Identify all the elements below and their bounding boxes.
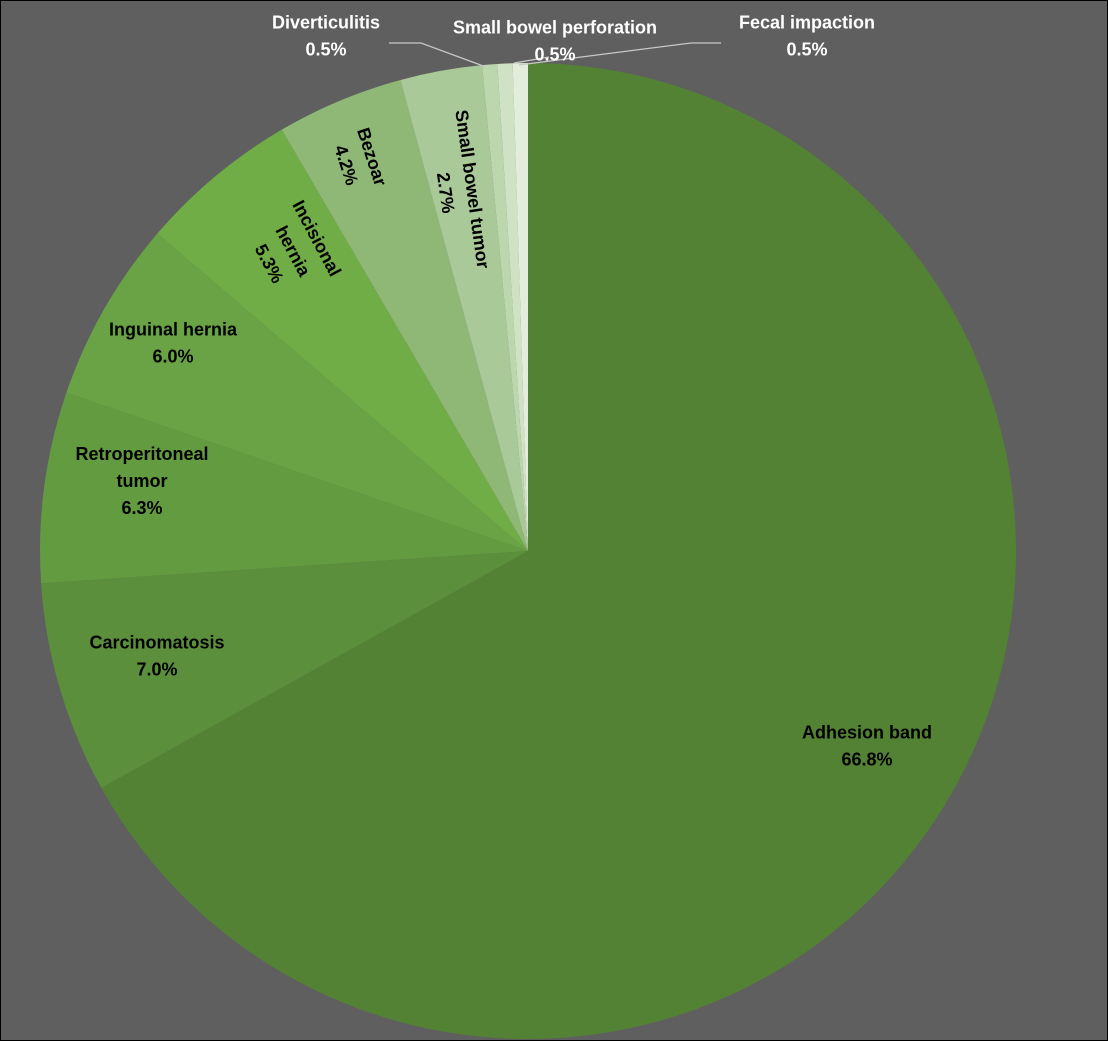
slice-name-line: Small bowel perforation	[453, 18, 657, 38]
slice-label-small-bowel-perforation: Small bowel perforation 0.5%	[453, 18, 657, 65]
pie-slice-inguinal-hernia	[66, 233, 528, 552]
slice-percent: 0.5%	[534, 45, 575, 65]
slice-name-line: Inguinal hernia	[109, 320, 238, 340]
leader-line-diverticulitis	[389, 42, 487, 68]
pie-slice-small-bowel-tumor	[400, 65, 528, 552]
data-label-inguinal-hernia: Inguinal hernia 6.0%	[109, 320, 238, 367]
data-label-retroperitoneal-tumor: Retroperitoneal tumor 6.3%	[75, 444, 208, 518]
slice-percent: 6.0%	[152, 347, 193, 367]
slice-percent: 0.5%	[786, 40, 827, 60]
data-label-fecal-impaction: Fecal impaction 0.5%	[739, 13, 875, 60]
pie-slice-bezoar	[281, 79, 528, 552]
pie-slice-small-bowel-perforation	[497, 63, 528, 552]
leader-line-small-bowel-perforation	[513, 56, 550, 64]
slice-percent: 66.8%	[841, 750, 892, 770]
slice-label-retroperitoneal-tumor: Retroperitoneal tumor 6.3%	[75, 444, 208, 518]
slice-label-inguinal-hernia: Inguinal hernia 6.0%	[109, 320, 238, 367]
slice-label-diverticulitis: Diverticulitis 0.5%	[272, 13, 380, 60]
slice-name-line: Retroperitoneal	[75, 444, 208, 464]
slice-percent: 0.5%	[305, 40, 346, 60]
data-label-small-bowel-perforation: Small bowel perforation 0.5%	[453, 18, 657, 65]
data-label-diverticulitis: Diverticulitis 0.5%	[272, 13, 380, 60]
pie-slice-incisional-hernia	[157, 129, 528, 552]
pie-slice-retroperitoneal-tumor	[40, 392, 529, 584]
pie-slice-carcinomatosis	[41, 551, 528, 788]
pie-slice-adhesion-band	[101, 63, 1016, 1040]
slice-percent: 7.0%	[136, 660, 177, 680]
slice-name-line: Adhesion band	[802, 723, 932, 743]
slice-name-line: tumor	[117, 471, 168, 491]
leader-line-fecal-impaction	[518, 42, 721, 66]
slice-name-line: Fecal impaction	[739, 13, 875, 33]
slice-name-line: Diverticulitis	[272, 13, 380, 33]
data-label-carcinomatosis: Carcinomatosis 7.0%	[89, 633, 224, 680]
slice-name-line: Carcinomatosis	[89, 633, 224, 653]
slice-label-carcinomatosis: Carcinomatosis 7.0%	[89, 633, 224, 680]
pie-slice-fecal-impaction	[512, 63, 528, 551]
data-label-adhesion-band: Adhesion band 66.8%	[802, 723, 932, 770]
slice-percent: 6.3%	[121, 498, 162, 518]
pie-slice-diverticulitis	[481, 63, 528, 551]
slice-label-fecal-impaction: Fecal impaction 0.5%	[739, 13, 875, 60]
slice-label-adhesion-band: Adhesion band 66.8%	[802, 723, 932, 770]
